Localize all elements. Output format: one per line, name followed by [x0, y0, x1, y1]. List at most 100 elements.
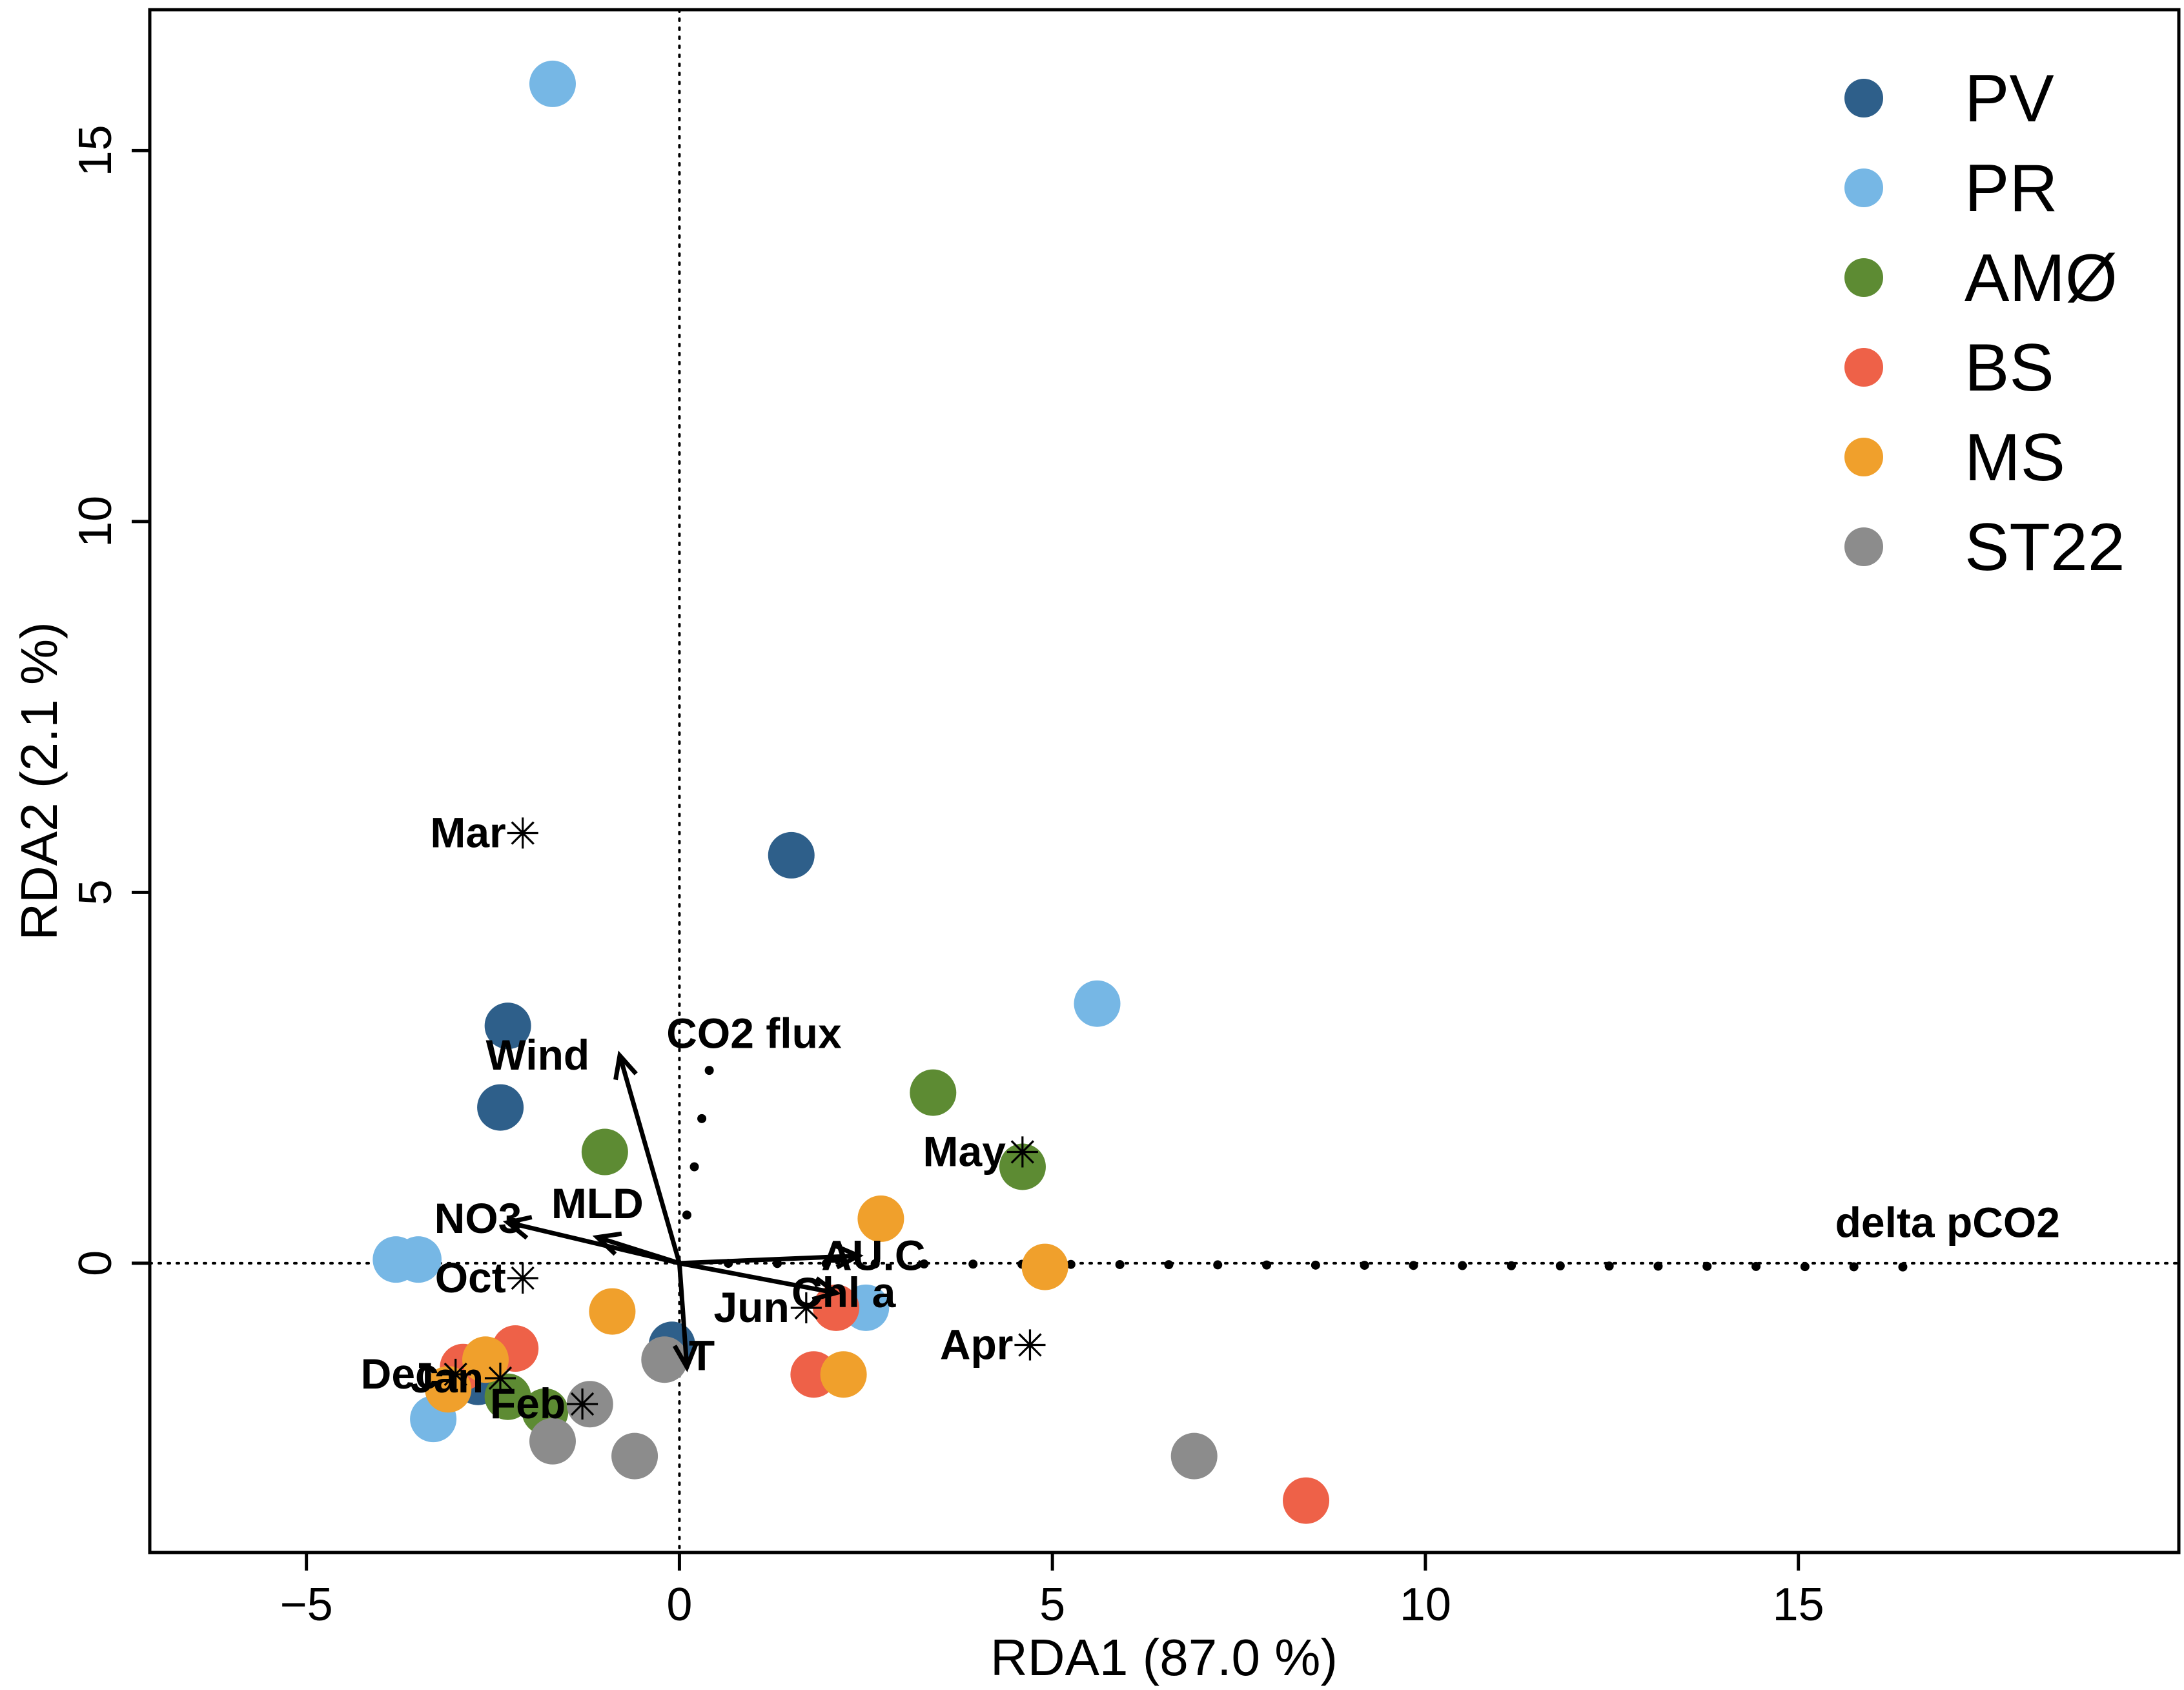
month-marker: ✳ — [505, 1255, 540, 1303]
dotted-vector-dot — [697, 1114, 707, 1123]
legend-swatch-pr — [1844, 168, 1883, 207]
dotted-vector-dot — [1115, 1259, 1125, 1269]
y-tick-label: 0 — [70, 1250, 121, 1276]
dotted-vector-dot — [1555, 1261, 1565, 1271]
y-tick-label: 5 — [70, 879, 121, 905]
month-marker: ✳ — [505, 809, 540, 857]
data-point-amø — [910, 1069, 957, 1116]
data-point-amø — [581, 1128, 628, 1176]
data-point-st22 — [529, 1418, 576, 1465]
month-centroids: ✳Mar✳May✳Oct✳Jun✳Apr✳Dec ✳Jan✳Feb — [361, 808, 1048, 1429]
data-point-ms — [820, 1351, 867, 1398]
dotted-vector-dot — [1653, 1261, 1663, 1271]
env-vector-label: AU.C — [821, 1231, 925, 1279]
sample-points — [373, 60, 1330, 1524]
data-point-ms — [589, 1288, 636, 1335]
x-axis: −5 0 5 10 15 — [280, 1553, 1824, 1631]
dotted-vector-label: delta pCO2 — [1835, 1199, 2060, 1247]
env-vector-arrowhead — [613, 1050, 638, 1081]
dotted-vector-dot — [1262, 1260, 1272, 1270]
dotted-vector-dot — [1849, 1262, 1859, 1272]
month-label: Apr — [940, 1320, 1014, 1368]
env-vector-arrow — [597, 1235, 680, 1266]
legend-swatch-st22 — [1844, 527, 1883, 566]
y-tick-label: 15 — [70, 125, 121, 176]
legend-swatch-amø — [1844, 258, 1883, 297]
x-tick-label: 0 — [666, 1579, 692, 1631]
legend-label: BS — [1965, 331, 2054, 405]
env-vector-label: Wind — [486, 1031, 590, 1079]
dotted-vector-dot — [919, 1259, 929, 1269]
month-marker: ✳ — [788, 1285, 824, 1332]
env-vector-label: MLD — [551, 1179, 644, 1227]
dotted-vector-dot — [1898, 1262, 1908, 1272]
dotted-vector-dot — [689, 1162, 699, 1172]
dotted-vector-dot — [968, 1259, 978, 1269]
dotted-vectors: CO2 flux delta pCO2 — [666, 1010, 2060, 1272]
month-label: May — [923, 1128, 1006, 1176]
month-marker: ✳ — [438, 1351, 473, 1399]
x-tick-label: −5 — [280, 1579, 333, 1631]
env-vector-arrowhead — [835, 1244, 864, 1270]
data-point-st22 — [611, 1432, 658, 1480]
data-point-ms — [462, 1336, 509, 1383]
dotted-vector-label: CO2 flux — [666, 1010, 842, 1057]
env-vector-arrowhead — [811, 1276, 841, 1302]
month-label: Dec — [361, 1350, 439, 1398]
legend-label: ST22 — [1965, 510, 2125, 585]
data-point-ms — [1021, 1243, 1068, 1290]
env-vector-label: Chl a — [791, 1268, 897, 1316]
dotted-vector-dot — [1702, 1261, 1712, 1271]
zero-reference-lines — [148, 8, 2180, 1554]
legend-label: AMØ — [1965, 241, 2118, 316]
dotted-vector-dot — [1213, 1260, 1223, 1270]
legend-label: PR — [1965, 151, 2057, 226]
dotted-vector-dot — [1507, 1261, 1516, 1270]
env-vector-label: NO3 — [434, 1194, 522, 1242]
data-point-pr — [394, 1236, 442, 1283]
y-axis-title: RDA2 (2.1 %) — [10, 622, 68, 940]
x-tick-label: 10 — [1400, 1579, 1451, 1631]
data-point-pr — [1074, 980, 1121, 1027]
env-vector-arrow — [679, 1253, 859, 1266]
y-tick-label: 10 — [70, 496, 121, 547]
data-point-ms — [425, 1366, 472, 1413]
data-point-st22 — [566, 1381, 613, 1428]
dotted-vector-dot — [870, 1259, 880, 1268]
env-vector-arrow — [617, 1055, 682, 1264]
dotted-vector-dot — [682, 1210, 691, 1220]
dotted-vector-dot — [1164, 1260, 1174, 1270]
env-vector-arrowhead — [592, 1231, 622, 1256]
dotted-vector-dot — [1458, 1261, 1467, 1270]
dotted-vector-dot — [1800, 1262, 1810, 1272]
env-vector-arrowhead — [672, 1343, 699, 1372]
plot-frame — [148, 8, 2181, 1554]
month-marker: ✳ — [1005, 1129, 1040, 1177]
month-label: Oct — [435, 1254, 506, 1301]
data-point-amø — [484, 1373, 531, 1420]
env-vector-arrow — [679, 1261, 837, 1296]
month-label: Feb — [490, 1379, 566, 1427]
env-vector-arrowhead — [502, 1215, 533, 1240]
data-point-pv — [477, 1084, 524, 1131]
dotted-vector-dot — [1311, 1260, 1320, 1270]
legend-swatch-ms — [1844, 438, 1883, 476]
data-point-pv — [768, 831, 815, 879]
data-point-pr — [529, 60, 576, 107]
x-tick-label: 15 — [1773, 1579, 1824, 1631]
month-label: Mar — [430, 808, 505, 856]
data-point-amø — [999, 1143, 1046, 1190]
dotted-vector-dot — [1066, 1259, 1076, 1269]
env-vector-label: T — [689, 1332, 715, 1379]
month-marker: ✳ — [1012, 1321, 1048, 1369]
env-vector-arrow — [677, 1263, 689, 1367]
data-point-bs — [1283, 1477, 1330, 1524]
legend-swatch-pv — [1844, 79, 1883, 117]
legend-label: PV — [1965, 61, 2054, 136]
legend-swatch-bs — [1844, 348, 1883, 387]
data-point-ms — [857, 1195, 904, 1242]
month-label: Jun — [714, 1283, 790, 1331]
dotted-vector-dot — [821, 1259, 831, 1268]
month-marker: ✳ — [565, 1381, 600, 1429]
